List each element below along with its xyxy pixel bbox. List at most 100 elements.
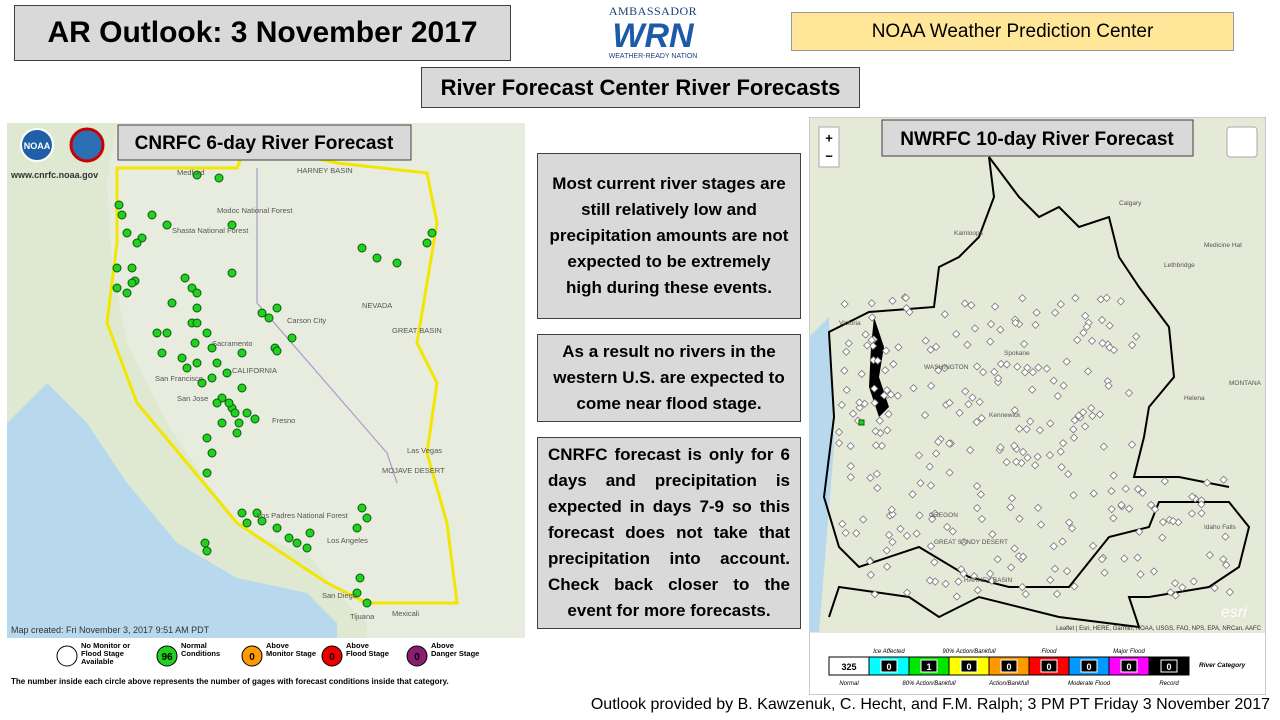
- gauge: [1107, 486, 1116, 496]
- gauge: [873, 356, 882, 365]
- gauge: [1219, 475, 1228, 484]
- cnrfc-map: CNRFC 6-day River Forecast NOAA www.cnrf…: [7, 123, 525, 638]
- gauge: [357, 503, 367, 513]
- cnrfc-legend: No Monitor or Flood Stage Available 96 Norma…: [11, 641, 479, 686]
- legend-label: Above Monitor Stage: [266, 641, 316, 658]
- gauge: [842, 385, 851, 395]
- gauge: [855, 398, 864, 407]
- gauge: [1150, 505, 1160, 514]
- gauge: [1188, 492, 1197, 501]
- category-count: 1: [926, 662, 931, 672]
- gauge: [1203, 478, 1212, 487]
- gauge: [292, 538, 302, 548]
- gauge: [952, 592, 961, 601]
- gauge: [882, 546, 891, 555]
- place-label: Shasta National Forest: [172, 226, 249, 235]
- gauge: [977, 414, 986, 423]
- nws-logo: [69, 127, 105, 163]
- gauge: [227, 220, 237, 230]
- legend-count: 0: [414, 652, 420, 663]
- gauge: [1133, 553, 1142, 562]
- gauge: [909, 384, 918, 393]
- gauge: [192, 288, 202, 298]
- subtitle: River Forecast Center River Forecasts: [421, 67, 860, 108]
- gauge: [1168, 517, 1178, 526]
- gauge: [230, 408, 240, 418]
- gauge: [162, 220, 172, 230]
- gauge: [257, 516, 267, 526]
- gauge: [252, 508, 262, 518]
- gauge: [968, 393, 977, 402]
- gauge: [837, 400, 846, 410]
- gauge: [167, 298, 177, 308]
- gauge: [1073, 335, 1082, 345]
- gauge: [908, 490, 917, 499]
- gauge: [967, 301, 976, 310]
- place-label: Mexicali: [392, 609, 419, 618]
- gauge: [881, 366, 890, 375]
- legend-label: Above Danger Stage: [431, 641, 479, 658]
- scale-bottom-label: Record: [1159, 681, 1179, 687]
- gauge: [979, 368, 988, 377]
- gauge: [1124, 388, 1134, 398]
- place-label: NEVADA: [362, 301, 392, 310]
- gauge: [202, 468, 212, 478]
- gauge: [192, 358, 202, 368]
- gauge: [372, 253, 382, 263]
- gauge: [162, 328, 172, 338]
- category-count: 0: [1086, 662, 1091, 672]
- gauge: [976, 490, 985, 499]
- gauge: [834, 439, 844, 448]
- gauge: [1099, 442, 1108, 451]
- zoom-out[interactable]: −: [825, 148, 833, 163]
- place-label: Victoria: [839, 320, 861, 327]
- gauge: [1070, 416, 1079, 425]
- layers-button[interactable]: [1226, 126, 1258, 158]
- place-label: Modoc National Forest: [217, 206, 293, 215]
- gauge: [212, 358, 222, 368]
- count-chip: [1160, 659, 1178, 673]
- gauge: [1015, 424, 1024, 433]
- gauge: [966, 446, 975, 455]
- zoom-in[interactable]: +: [825, 130, 833, 145]
- gauge: [884, 530, 894, 540]
- scale-top-label: Ice Affected: [873, 649, 905, 655]
- gauge: [888, 537, 897, 547]
- gauge: [1015, 514, 1024, 523]
- gauge: [930, 509, 940, 518]
- gauge: [952, 329, 961, 339]
- gauge: [114, 200, 124, 210]
- gauge: [352, 588, 362, 598]
- gauge: [1109, 345, 1118, 355]
- gauge: [996, 359, 1006, 369]
- gauge: [1080, 422, 1090, 431]
- place-label: Medford: [177, 168, 205, 177]
- category-count: 325: [841, 662, 856, 672]
- gauge: [1121, 484, 1130, 493]
- gauge: [1210, 583, 1219, 593]
- gauge: [147, 210, 157, 220]
- gauge: [940, 363, 949, 373]
- gauge: [1097, 315, 1107, 325]
- gauge: [846, 473, 855, 482]
- gauge: [868, 341, 878, 351]
- gauge: [237, 508, 247, 518]
- gauge: [921, 336, 930, 345]
- gauge: [355, 573, 365, 583]
- place-label: HARNEY BASIN: [964, 577, 1013, 584]
- gauge: [973, 504, 982, 513]
- gauge: [873, 483, 882, 493]
- gauge: [1158, 517, 1168, 527]
- gauge: [1135, 527, 1144, 536]
- gauge: [1221, 532, 1230, 541]
- gauge: [1036, 520, 1046, 529]
- gauge: [287, 333, 297, 343]
- gauge: [914, 451, 924, 460]
- place-label: GREAT BASIN: [392, 326, 442, 335]
- gauge: [1128, 340, 1137, 350]
- gauge: [964, 400, 973, 409]
- gauge: [1149, 567, 1159, 576]
- gauge: [1046, 575, 1055, 585]
- gauge: [217, 418, 227, 428]
- gauge: [180, 273, 190, 283]
